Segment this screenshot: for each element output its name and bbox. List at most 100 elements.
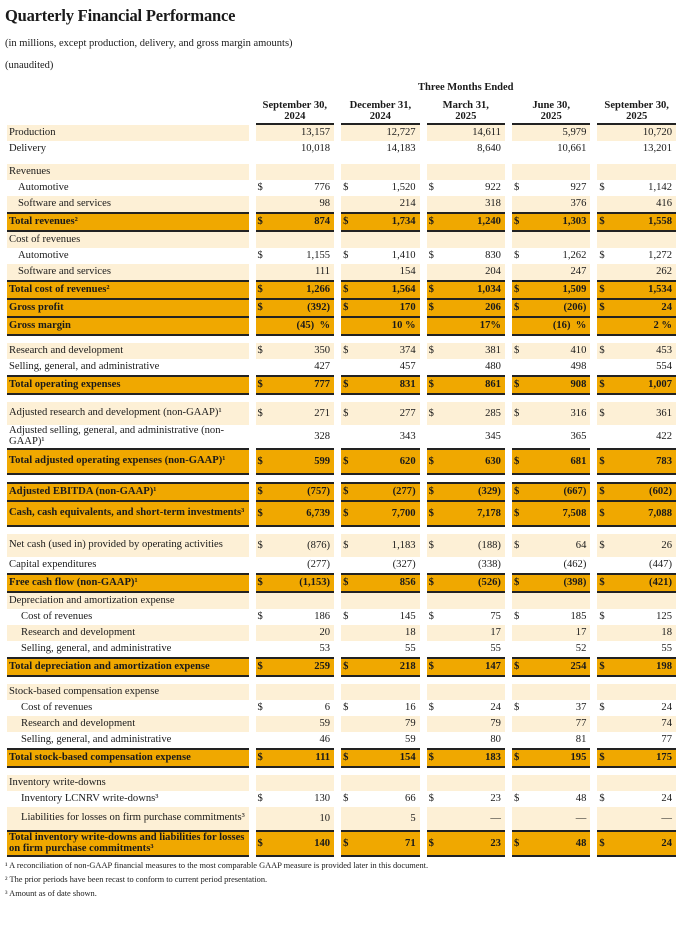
dollar-sign: $ bbox=[257, 577, 263, 588]
cell-value: 10,720 bbox=[642, 127, 672, 138]
cell-value: 8,640 bbox=[477, 143, 501, 154]
table-row: Selling, general, and administrative 427 4… bbox=[7, 359, 676, 375]
dollar-sign: $ bbox=[599, 302, 605, 313]
cell-value: 37 bbox=[575, 702, 587, 713]
row-label: Total inventory write-downs and liabilit… bbox=[9, 832, 245, 854]
dollar-sign: $ bbox=[428, 379, 434, 390]
cell-value: (876) bbox=[307, 539, 331, 551]
cell-value: 856 bbox=[399, 577, 416, 588]
cell-value: 14,611 bbox=[472, 127, 501, 138]
cell-value: 48 bbox=[575, 837, 587, 849]
dollar-sign: $ bbox=[343, 539, 349, 551]
cell-value: 7,700 bbox=[391, 507, 416, 519]
total-row: Total adjusted operating expenses (non-G… bbox=[7, 448, 676, 475]
cell-value: 343 bbox=[399, 430, 416, 442]
dollar-sign: $ bbox=[257, 345, 263, 356]
cell-value: 147 bbox=[485, 661, 501, 672]
cell-value: 480 bbox=[485, 361, 501, 372]
column-header-line1: March 31, bbox=[442, 100, 489, 111]
row-label: Production bbox=[9, 126, 56, 138]
row-label: Total operating expenses bbox=[9, 378, 121, 390]
dollar-sign: $ bbox=[428, 216, 434, 227]
cell-value: 453 bbox=[656, 345, 672, 356]
cell-value: 10,018 bbox=[300, 143, 331, 154]
dollar-sign: $ bbox=[343, 507, 349, 519]
cell-value: (602) bbox=[649, 486, 672, 497]
dollar-sign: $ bbox=[599, 752, 605, 763]
dollar-sign: $ bbox=[599, 182, 605, 193]
dollar-sign: $ bbox=[513, 182, 520, 193]
dollar-sign: $ bbox=[428, 539, 434, 551]
cell-value: 1,303 bbox=[562, 216, 587, 227]
cell-value: 831 bbox=[399, 379, 416, 390]
column-header-line2: 2025 bbox=[626, 111, 648, 122]
cell-value: 10 % bbox=[391, 320, 416, 331]
row-label: Automotive bbox=[18, 181, 69, 193]
cell-value: (206) bbox=[563, 302, 587, 313]
cell-value: 81 bbox=[575, 734, 587, 745]
footnote: ² The prior periods have been recast to … bbox=[5, 875, 268, 884]
cell-value: 79 bbox=[490, 718, 501, 729]
dollar-sign: $ bbox=[343, 661, 349, 672]
dollar-sign: $ bbox=[343, 455, 349, 467]
dollar-sign: $ bbox=[428, 455, 434, 467]
column-header: December 31, 2024 bbox=[341, 95, 420, 125]
dollar-sign: $ bbox=[428, 250, 434, 261]
dollar-sign: $ bbox=[599, 539, 605, 551]
cell-value: 218 bbox=[399, 661, 416, 672]
dollar-sign: $ bbox=[599, 284, 605, 295]
dollar-sign: $ bbox=[513, 455, 520, 467]
row-label: Selling, general, and administrative bbox=[21, 733, 172, 745]
row-label: Software and services bbox=[18, 197, 111, 209]
cell-value: 13,157 bbox=[300, 127, 331, 138]
cell-value: 271 bbox=[314, 407, 331, 419]
cell-value: 416 bbox=[656, 198, 672, 209]
cell-value: 1,155 bbox=[306, 250, 331, 261]
dollar-sign: $ bbox=[599, 577, 605, 588]
cell-value: 55 bbox=[405, 643, 416, 654]
dollar-sign: $ bbox=[513, 507, 520, 519]
row-label: Total stock-based compensation expense bbox=[9, 751, 191, 763]
dollar-sign: $ bbox=[257, 702, 263, 713]
row-label: Net cash (used in) provided by operating… bbox=[9, 539, 223, 551]
cell-value: 927 bbox=[570, 182, 587, 193]
row-label: Liabilities for losses on firm purchase … bbox=[21, 812, 245, 824]
table-row: Adjusted research and development (non-G… bbox=[7, 402, 676, 425]
dollar-sign: $ bbox=[513, 250, 520, 261]
cell-value: 18 bbox=[661, 627, 672, 638]
dollar-sign: $ bbox=[257, 486, 263, 497]
group-header: Three Months Ended bbox=[418, 82, 514, 93]
row-label: Gross profit bbox=[9, 301, 64, 313]
cell-value: 206 bbox=[485, 302, 501, 313]
dollar-sign: $ bbox=[513, 302, 520, 313]
cell-value: 185 bbox=[570, 611, 587, 622]
dollar-sign: $ bbox=[257, 455, 263, 467]
total-row: Gross profit $ (392) $170 $206 $ (206) $24 bbox=[7, 300, 676, 318]
table-row: Research and development $350 $374 $381 $410… bbox=[7, 343, 676, 359]
cell-value: 427 bbox=[314, 361, 331, 372]
cell-value: 1,266 bbox=[306, 284, 331, 295]
cell-value: 361 bbox=[656, 407, 672, 419]
cell-value: 599 bbox=[314, 455, 331, 467]
cell-value: 874 bbox=[314, 216, 331, 227]
table-row: Selling, general, and administrative 46 59… bbox=[7, 732, 676, 748]
dollar-sign: $ bbox=[513, 216, 520, 227]
row-label: Research and development bbox=[21, 717, 136, 729]
dollar-sign: $ bbox=[343, 284, 349, 295]
dollar-sign: $ bbox=[343, 407, 349, 419]
column-header-line2: 2024 bbox=[369, 111, 391, 122]
cell-value: 681 bbox=[570, 455, 587, 467]
cell-value: 2 % bbox=[653, 320, 672, 331]
cell-value: 1,534 bbox=[648, 284, 672, 295]
spacer-row bbox=[7, 768, 676, 775]
cell-value: 7,088 bbox=[648, 507, 672, 519]
cell-value: 630 bbox=[485, 455, 501, 467]
dollar-sign: $ bbox=[513, 379, 520, 390]
dollar-sign: $ bbox=[257, 507, 263, 519]
row-label: Free cash flow (non-GAAP)¹ bbox=[9, 576, 138, 588]
cell-value: 262 bbox=[656, 266, 672, 277]
cell-value: 922 bbox=[485, 182, 501, 193]
cell-value: 10 bbox=[319, 812, 331, 824]
cell-value: 59 bbox=[319, 718, 331, 729]
cell-value: 64 bbox=[575, 539, 587, 551]
